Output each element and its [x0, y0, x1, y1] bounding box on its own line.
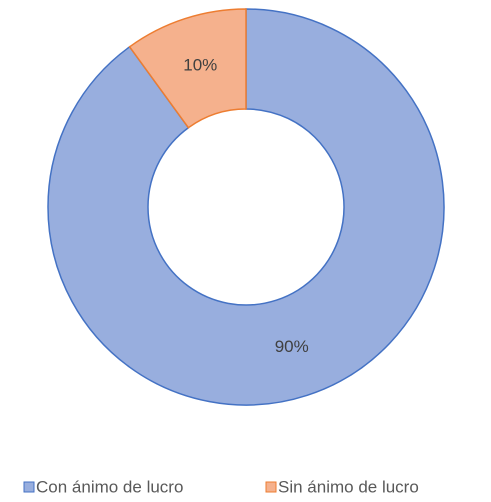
data-label: 10% — [183, 56, 217, 75]
donut-slice — [128, 8, 247, 129]
legend-marker — [23, 481, 35, 493]
data-label: 90% — [275, 337, 309, 356]
donut-slice — [47, 8, 445, 406]
legend-marker — [265, 481, 277, 493]
legend-label: Con ánimo de lucro — [36, 477, 183, 496]
legend-label: Sin ánimo de lucro — [278, 477, 419, 496]
